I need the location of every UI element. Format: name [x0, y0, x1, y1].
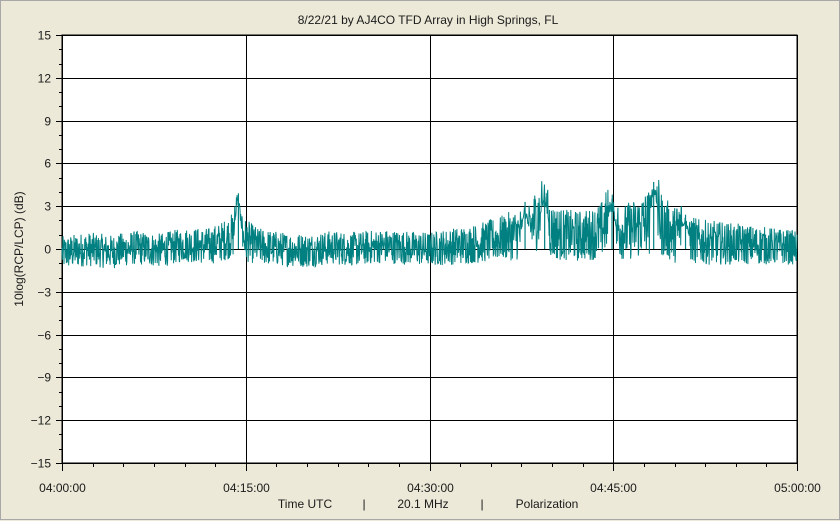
- x-tick-label: 04:45:00: [590, 481, 637, 495]
- y-tick-label: 6: [44, 157, 51, 171]
- y-axis-label: 10log(RCP/LCP) (dB): [12, 191, 26, 306]
- x-axis-label: Time UTC: [278, 497, 333, 511]
- x-tick-label: 04:15:00: [223, 481, 270, 495]
- y-tick-label: 3: [44, 200, 51, 214]
- footer: Time UTC | 20.1 MHz | Polarization: [278, 497, 578, 511]
- x-tick-label: 04:30:00: [407, 481, 454, 495]
- y-tick-label: 0: [44, 243, 51, 257]
- y-tick-label: −15: [31, 457, 52, 471]
- y-tick-label: −9: [37, 371, 51, 385]
- x-tick-label: 05:00:00: [774, 481, 821, 495]
- x-tick-label: 04:00:00: [39, 481, 86, 495]
- frequency-label: 20.1 MHz: [397, 497, 448, 511]
- footer-separator-2: |: [480, 497, 483, 511]
- data-series-trace: [61, 180, 798, 269]
- chart-title: 8/22/21 by AJ4CO TFD Array in High Sprin…: [298, 13, 559, 27]
- y-tick-label: −3: [37, 286, 51, 300]
- mode-label: Polarization: [516, 497, 579, 511]
- footer-separator-1: |: [362, 497, 365, 511]
- y-tick-label: −6: [37, 329, 51, 343]
- plot-area: 15 12 9 6 3 0 −3 −6 −9 −12 −15 04:00:00 04:15:00 04:3…: [31, 29, 822, 496]
- y-tick-label: 15: [38, 29, 52, 43]
- y-tick-label: 9: [44, 115, 51, 129]
- y-tick-label: 12: [38, 72, 52, 86]
- y-tick-label: −12: [31, 414, 52, 428]
